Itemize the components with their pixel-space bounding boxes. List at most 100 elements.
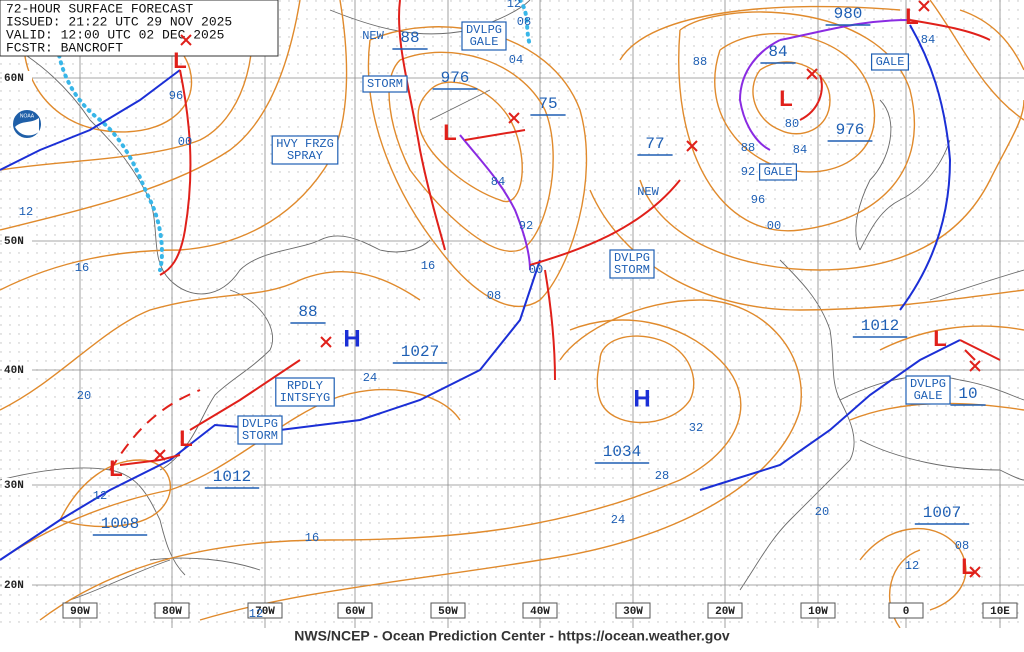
isobar-label: 28	[655, 469, 669, 483]
lon-label: 90W	[70, 606, 90, 618]
lon-label: 40W	[530, 606, 550, 618]
high-center: H	[343, 325, 360, 352]
warning-text: STORM	[614, 263, 650, 277]
warning-text: STORM	[367, 77, 403, 91]
warning-box	[758, 163, 798, 181]
warning-text: HVY FRZG	[276, 137, 334, 151]
low-position-x	[806, 68, 818, 80]
logo: NOAA	[11, 108, 43, 140]
warning-text: DVLPG	[614, 251, 650, 265]
pressure-value: 1008	[101, 515, 139, 533]
warning-box	[362, 75, 408, 93]
warning-text: DVLPG	[466, 23, 502, 37]
lat-label-box	[2, 71, 32, 85]
isobar-label: 92	[519, 219, 533, 233]
lon-label: 30W	[623, 606, 643, 618]
header-line: VALID: 12:00 UTC 02 DEC 2025	[6, 27, 224, 42]
footer-band	[0, 628, 1024, 652]
lon-label: 20W	[715, 606, 735, 618]
isobar-label: 12	[19, 205, 33, 219]
lat-label: 30N	[4, 480, 24, 492]
background	[0, 0, 1024, 628]
pressure-value: 976	[441, 69, 470, 87]
header-line: ISSUED: 21:22 UTC 29 NOV 2025	[6, 14, 232, 29]
logo-text: NOAA	[20, 113, 35, 119]
warning-box	[275, 377, 335, 407]
low-center: L	[905, 4, 918, 29]
low-center: L	[443, 120, 456, 145]
warning-box	[870, 53, 910, 71]
pressure-value: 980	[834, 5, 863, 23]
pressure-value: 1012	[213, 468, 251, 486]
warning-text: DVLPG	[910, 377, 946, 391]
isobar-label: 84	[491, 175, 505, 189]
pressure-value: 88	[298, 303, 317, 321]
isobar-label: 20	[77, 389, 91, 403]
low-center: L	[179, 426, 192, 451]
pressure-value: 77	[645, 135, 664, 153]
isobar-label: 08	[517, 15, 531, 29]
warning-text: INTSFYG	[280, 391, 330, 405]
warning-text: GALE	[876, 55, 905, 69]
warning-box	[905, 375, 951, 405]
pressure-value: 1012	[861, 317, 899, 335]
note-text: NEW	[637, 185, 659, 199]
isobar-label: 24	[611, 513, 625, 527]
low-position-x	[508, 112, 520, 124]
lon-label: 10E	[990, 606, 1010, 618]
isobar-label: 84	[793, 143, 807, 157]
lon-label-box	[522, 602, 558, 619]
lon-label-box	[337, 602, 373, 619]
lon-label-box	[62, 602, 98, 619]
isobar-label: 16	[305, 531, 319, 545]
lon-label: 80W	[162, 606, 182, 618]
low-position-x	[918, 0, 930, 12]
low-position-x	[969, 566, 981, 578]
warning-text: GALE	[764, 165, 793, 179]
pressure-value: 1007	[923, 504, 961, 522]
lat-label-box	[2, 578, 32, 592]
footer: NWS/NCEP - Ocean Prediction Center - htt…	[294, 628, 730, 644]
pressure-value: 75	[538, 95, 557, 113]
isobar-label: 12	[249, 607, 263, 621]
warning-text: DVLPG	[242, 417, 278, 431]
isobar-label: 88	[693, 55, 707, 69]
isobar-label: 00	[529, 263, 543, 277]
lon-label-box	[615, 602, 651, 619]
lon-label-box	[430, 602, 466, 619]
lat-label: 20N	[4, 580, 24, 592]
low-center: L	[109, 456, 122, 481]
pressure-value: 84	[768, 43, 787, 61]
low-center: L	[933, 326, 946, 351]
isobar-label: 16	[75, 261, 89, 275]
isobar-label: 00	[178, 135, 192, 149]
lon-label-box	[247, 602, 283, 619]
low-position-x	[320, 336, 332, 348]
lat-label-box	[2, 478, 32, 492]
labels: 60N 50N 40N 30N 20N 90W 80W 70W 60W 50W 40W 30W 20W 1…	[2, 0, 1018, 621]
pressure-value: 10	[958, 385, 977, 403]
pressure-value: 1027	[401, 343, 439, 361]
isobar-label: 96	[751, 193, 765, 207]
header-line: FCSTR: BANCROFT	[6, 40, 123, 55]
lat-label-box	[2, 234, 32, 248]
warning-text: GALE	[470, 35, 499, 49]
warning-text: STORM	[242, 429, 278, 443]
lon-label: 70W	[255, 606, 275, 618]
isobar-label: 92	[741, 165, 755, 179]
header-box: 72-HOUR SURFACE FORECAST ISSUED: 21:22 U…	[0, 0, 279, 57]
lon-label-box	[800, 602, 836, 619]
header-frame	[0, 0, 279, 57]
pressure-value: 1034	[603, 443, 641, 461]
lat-label: 60N	[4, 73, 24, 85]
pressure-value: 88	[400, 29, 419, 47]
low-position-x	[154, 449, 166, 461]
warning-box	[271, 135, 339, 165]
lon-label-box	[707, 602, 743, 619]
warning-text: GALE	[914, 389, 943, 403]
low-position-x	[686, 140, 698, 152]
lat-label: 50N	[4, 236, 24, 248]
isobars	[0, 0, 1024, 629]
low-center: L	[961, 554, 974, 579]
